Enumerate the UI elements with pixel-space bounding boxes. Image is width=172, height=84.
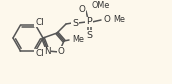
Text: S: S xyxy=(86,30,92,39)
Text: Cl: Cl xyxy=(35,17,44,27)
Text: O: O xyxy=(103,16,110,25)
Text: O: O xyxy=(58,47,64,56)
Text: S: S xyxy=(72,18,78,27)
Text: Cl: Cl xyxy=(35,49,44,58)
Text: O: O xyxy=(78,5,85,15)
Text: N: N xyxy=(44,47,50,57)
Text: P: P xyxy=(86,17,92,26)
Text: OMe: OMe xyxy=(91,2,109,10)
Text: Me: Me xyxy=(72,36,84,45)
Text: Me: Me xyxy=(113,15,125,24)
